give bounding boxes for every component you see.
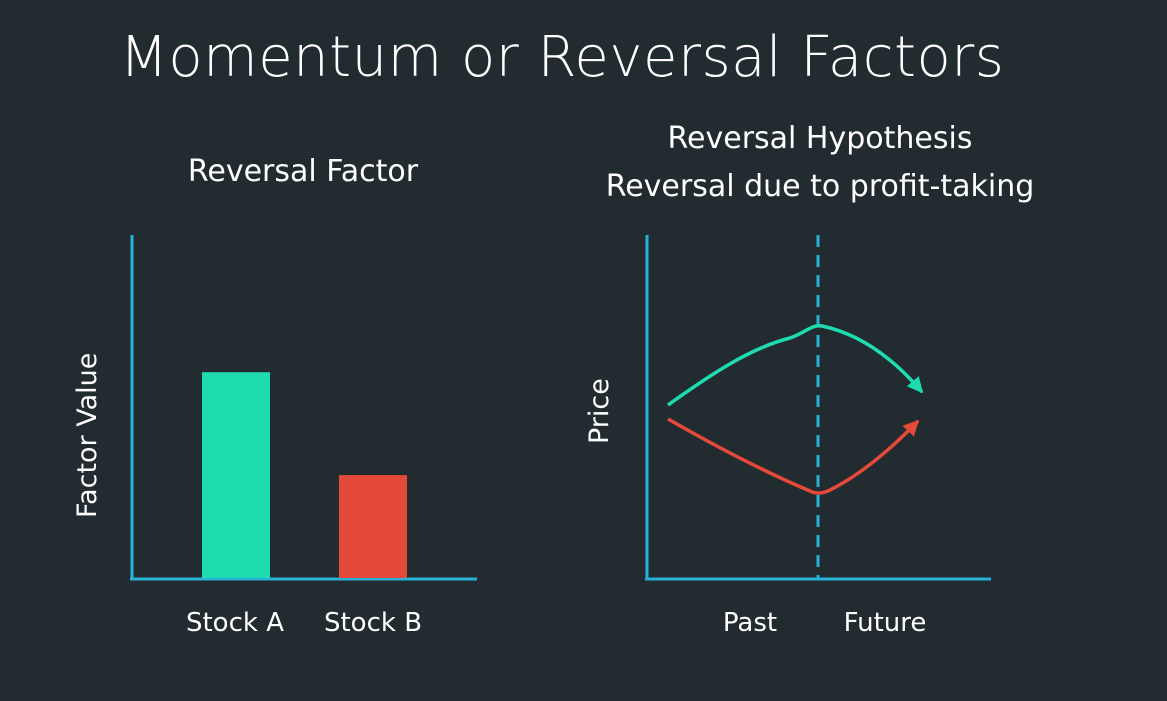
series-rising-then-falling: [666, 323, 924, 407]
bar-chart-title: Reversal Factor: [187, 154, 419, 189]
bar-tick-label-stock-b: Stock B: [323, 608, 423, 638]
bar-stock-a: [202, 372, 270, 578]
series-falling-then-rising: [667, 417, 920, 495]
line-chart-title: Reversal Hypothesis Reversal due to prof…: [560, 115, 1080, 211]
bar-tick-label-stock-a: Stock A: [185, 608, 284, 638]
line-tick-label-future: Future: [843, 608, 927, 638]
bar-stock-b: [339, 475, 407, 578]
slide-title: Momentum or Reversal Factors: [119, 25, 1005, 90]
line-chart-subtitle: Reversal due to profit-taking: [605, 169, 1035, 204]
line-chart-title-line1: Reversal Hypothesis: [667, 121, 973, 156]
line-tick-label-past: Past: [722, 608, 778, 638]
